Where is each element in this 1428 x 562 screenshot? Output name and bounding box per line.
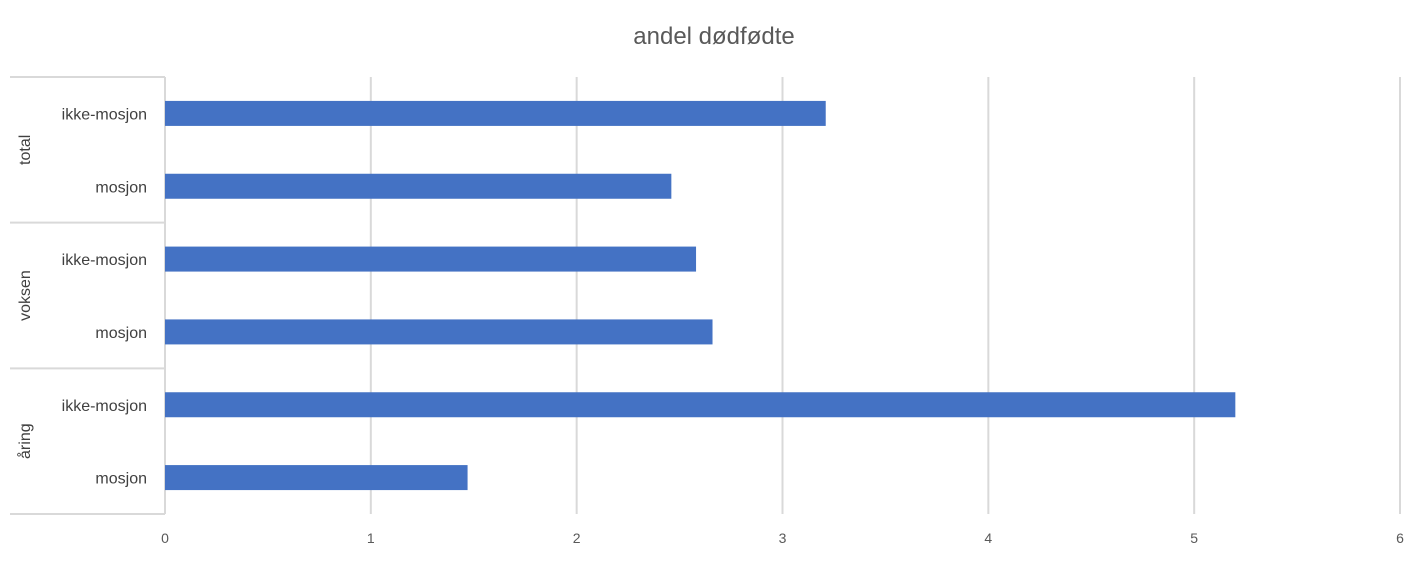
category-axis xyxy=(10,76,166,515)
bar xyxy=(165,173,672,199)
category-labels: ikke-mosjon mosjon total ikke-mosjon mosjon v… xyxy=(16,106,147,487)
bar xyxy=(165,465,468,491)
chart-title: andel dødfødte xyxy=(633,23,794,50)
group-label: voksen xyxy=(17,270,34,321)
x-tick-label: 3 xyxy=(779,530,787,546)
category-label: ikke-mosjon xyxy=(62,398,147,415)
gridlines xyxy=(369,77,1401,514)
category-label: ikke-mosjon xyxy=(62,106,147,123)
x-tick-label: 2 xyxy=(573,530,581,546)
bars xyxy=(165,100,1236,491)
bar xyxy=(165,246,697,272)
bar xyxy=(165,392,1236,418)
category-label: mosjon xyxy=(95,325,147,342)
x-tick-label: 1 xyxy=(367,530,375,546)
bar xyxy=(165,319,713,345)
x-tick-label: 0 xyxy=(161,530,169,546)
category-label: mosjon xyxy=(95,179,147,196)
group-label: åring xyxy=(16,423,34,459)
group-label: total xyxy=(17,135,34,165)
category-label: mosjon xyxy=(95,471,147,488)
bar xyxy=(165,100,826,126)
x-tick-labels: 0 1 2 3 4 5 6 xyxy=(161,530,1404,546)
x-tick-label: 4 xyxy=(984,530,992,546)
x-tick-label: 5 xyxy=(1190,530,1198,546)
category-label: ikke-mosjon xyxy=(62,252,147,269)
x-tick-label: 6 xyxy=(1396,530,1404,546)
